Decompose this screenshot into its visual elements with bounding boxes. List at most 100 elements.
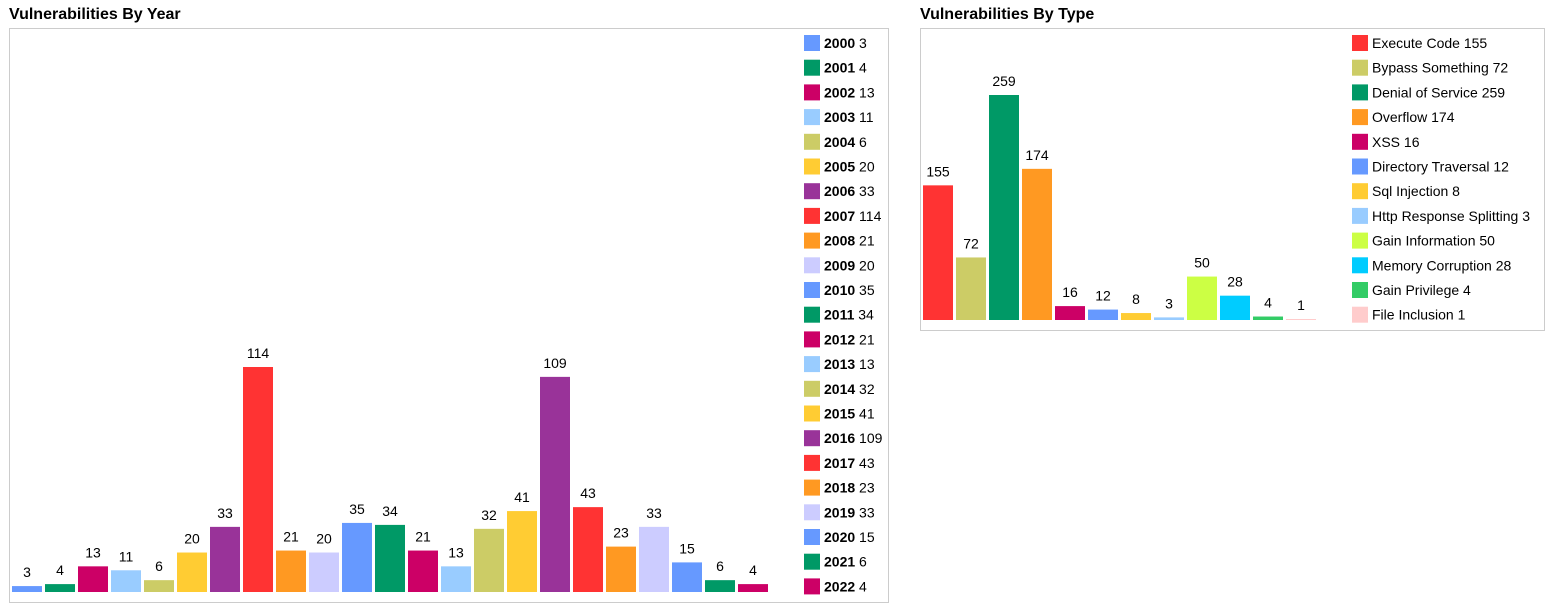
type-value-label-overflow: 174 bbox=[1025, 147, 1049, 163]
year-legend-value-2006: 33 bbox=[855, 183, 875, 199]
year-legend-label-2001: 2001 bbox=[824, 60, 855, 76]
year-bar-2016 bbox=[540, 376, 570, 592]
year-legend-label-2020: 2020 bbox=[824, 529, 855, 545]
type-legend-value-gain-information: 50 bbox=[1476, 233, 1496, 249]
year-bar-2013 bbox=[441, 566, 471, 592]
type-legend-entry-directory-traversal: Directory Traversal 12 bbox=[1372, 159, 1509, 175]
year-legend-entry-2012: 2012 21 bbox=[824, 331, 875, 347]
year-legend-label-2021: 2021 bbox=[824, 554, 855, 570]
type-legend-label-execute-code: Execute Code bbox=[1372, 35, 1460, 51]
type-legend-value-gain-privilege: 4 bbox=[1459, 282, 1471, 298]
year-legend-label-2014: 2014 bbox=[824, 381, 855, 397]
year-bar-2001 bbox=[45, 584, 75, 592]
year-legend-label-2010: 2010 bbox=[824, 282, 855, 298]
type-bar-memory-corruption bbox=[1220, 295, 1250, 320]
year-bar-2015 bbox=[507, 511, 537, 592]
type-bar-directory-traversal bbox=[1088, 309, 1118, 320]
year-legend-entry-2019: 2019 33 bbox=[824, 504, 875, 520]
type-legend-entry-file-inclusion: File Inclusion 1 bbox=[1372, 307, 1466, 323]
type-legend-swatch-directory-traversal bbox=[1352, 158, 1368, 175]
year-value-label-2022: 4 bbox=[749, 562, 757, 578]
type-legend-value-sql-injection: 8 bbox=[1448, 183, 1460, 199]
year-legend-entry-2014: 2014 32 bbox=[824, 381, 875, 397]
year-bar-2018 bbox=[606, 546, 636, 592]
type-bar-file-inclusion bbox=[1286, 319, 1316, 320]
type-bar-gain-privilege bbox=[1253, 316, 1283, 320]
type-legend-entry-http-response-splitting: Http Response Splitting 3 bbox=[1372, 208, 1530, 224]
year-bar-2017 bbox=[573, 507, 603, 592]
type-value-label-http-response-splitting: 3 bbox=[1165, 295, 1173, 311]
type-bar-execute-code bbox=[923, 185, 953, 320]
year-legend-swatch-2010 bbox=[804, 282, 820, 298]
type-legend-label-bypass-something: Bypass Something bbox=[1372, 60, 1489, 76]
type-legend-entry-xss: XSS 16 bbox=[1372, 134, 1420, 150]
year-value-label-2007: 114 bbox=[247, 345, 270, 361]
year-bar-2008 bbox=[276, 550, 306, 592]
type-legend-swatch-http-response-splitting bbox=[1352, 207, 1368, 224]
year-legend-swatch-2015 bbox=[804, 405, 820, 422]
year-legend-label-2022: 2022 bbox=[824, 578, 855, 594]
year-bar-2005 bbox=[177, 552, 207, 592]
year-legend-value-2010: 35 bbox=[855, 282, 875, 298]
type-legend-label-sql-injection: Sql Injection bbox=[1372, 183, 1448, 199]
year-legend-value-2008: 21 bbox=[855, 233, 875, 249]
year-bar-2019 bbox=[639, 526, 669, 592]
year-value-label-2018: 23 bbox=[613, 525, 629, 541]
year-legend-value-2012: 21 bbox=[855, 331, 875, 347]
year-legend-label-2007: 2007 bbox=[824, 208, 855, 224]
year-legend-swatch-2001 bbox=[804, 59, 820, 76]
year-legend-value-2016: 109 bbox=[855, 430, 882, 446]
type-legend-swatch-file-inclusion bbox=[1352, 306, 1368, 323]
year-legend-value-2007: 114 bbox=[855, 208, 881, 224]
type-legend-swatch-gain-privilege bbox=[1352, 282, 1368, 298]
type-bar-xss bbox=[1055, 306, 1085, 320]
type-legend-label-file-inclusion: File Inclusion bbox=[1372, 307, 1454, 323]
year-bar-2012 bbox=[408, 550, 438, 592]
year-value-label-2008: 21 bbox=[283, 529, 299, 545]
year-legend-swatch-2007 bbox=[804, 207, 820, 224]
year-legend-swatch-2008 bbox=[804, 232, 820, 249]
year-legend-label-2017: 2017 bbox=[824, 455, 855, 471]
year-bar-2014 bbox=[474, 528, 504, 592]
year-value-label-2015: 41 bbox=[514, 489, 530, 505]
type-legend-value-memory-corruption: 28 bbox=[1492, 257, 1512, 273]
type-value-label-denial-of-service: 259 bbox=[992, 73, 1016, 89]
year-legend-swatch-2018 bbox=[804, 479, 820, 496]
type-value-label-directory-traversal: 12 bbox=[1095, 288, 1111, 304]
year-value-label-2006: 33 bbox=[217, 505, 233, 521]
year-legend-swatch-2004 bbox=[804, 133, 820, 150]
year-legend-value-2000: 3 bbox=[855, 35, 867, 51]
year-legend-swatch-2019 bbox=[804, 504, 820, 521]
type-value-label-execute-code: 155 bbox=[926, 163, 950, 179]
year-legend-entry-2020: 2020 15 bbox=[824, 529, 875, 545]
year-bar-2011 bbox=[375, 524, 405, 592]
year-legend-entry-2010: 2010 35 bbox=[824, 282, 875, 298]
type-legend-entry-execute-code: Execute Code 155 bbox=[1372, 35, 1487, 51]
year-legend-swatch-2012 bbox=[804, 331, 820, 348]
year-legend-value-2009: 20 bbox=[855, 257, 875, 273]
type-bar-overflow bbox=[1022, 168, 1052, 320]
year-legend-entry-2000: 2000 3 bbox=[824, 35, 867, 51]
year-legend-value-2013: 13 bbox=[855, 356, 875, 372]
year-legend-entry-2007: 2007 114 bbox=[824, 208, 882, 224]
year-legend-entry-2013: 2013 13 bbox=[824, 356, 875, 372]
year-legend-entry-2003: 2003 11 bbox=[824, 109, 874, 125]
type-value-label-sql-injection: 8 bbox=[1132, 291, 1140, 307]
year-bar-2020 bbox=[672, 562, 702, 592]
type-legend-swatch-sql-injection bbox=[1352, 183, 1368, 200]
type-legend-swatch-denial-of-service bbox=[1352, 84, 1368, 101]
year-value-label-2009: 20 bbox=[316, 531, 332, 547]
year-legend-swatch-2016 bbox=[804, 430, 820, 447]
type-bar-sql-injection bbox=[1121, 313, 1151, 320]
type-value-label-memory-corruption: 28 bbox=[1227, 274, 1243, 290]
year-bar-2006 bbox=[210, 526, 240, 592]
year-legend-entry-2008: 2008 21 bbox=[824, 233, 875, 249]
year-value-label-2001: 4 bbox=[56, 562, 64, 578]
type-legend-value-execute-code: 155 bbox=[1460, 35, 1487, 51]
year-value-label-2000: 3 bbox=[23, 564, 31, 580]
year-legend-entry-2016: 2016 109 bbox=[824, 430, 883, 446]
type-legend-swatch-xss bbox=[1352, 133, 1368, 150]
year-value-label-2004: 6 bbox=[155, 558, 163, 574]
